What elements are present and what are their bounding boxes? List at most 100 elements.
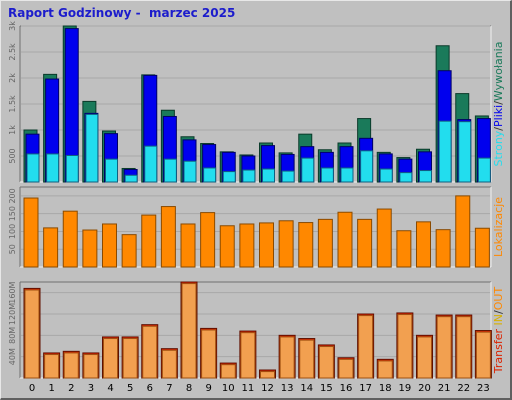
bar-locations [337, 211, 353, 268]
xtick-label: 16 [340, 383, 353, 394]
xtick-label: 23 [477, 383, 490, 394]
bar-transfer-inner [201, 329, 217, 379]
xtick-label: 19 [399, 383, 412, 394]
bar-locations [298, 222, 314, 268]
panel3-ytick-label: 120M [8, 303, 17, 325]
bar-pages [320, 167, 334, 183]
bar-transfer-inner [417, 336, 432, 379]
bar-locations [416, 221, 431, 268]
bar-locations [278, 220, 294, 268]
bar-locations [23, 197, 39, 268]
xtick-label: 1 [48, 383, 54, 394]
bar-pages [144, 145, 158, 183]
panel3-ylabel-part: IN [492, 314, 505, 329]
bar-pages [301, 157, 315, 183]
bar-locations [43, 227, 59, 268]
bar-pages [85, 113, 99, 183]
bar-pages [340, 167, 354, 183]
bar-transfer-inner [220, 364, 236, 379]
panel2-ylabel: Lokalizacje [492, 197, 505, 257]
bar-transfer-inner [377, 360, 393, 379]
xtick-label: 13 [281, 383, 294, 394]
panel2-ytick-label: 200 [8, 188, 17, 203]
bar-transfer-inner [24, 289, 40, 379]
panel3-ytick-label: 40M [8, 348, 17, 365]
panel1-ytick-label: 2k [8, 73, 17, 83]
panel-locations [20, 187, 491, 267]
bar-locations [62, 210, 78, 268]
bar-transfer-inner [83, 354, 99, 379]
xtick-label: 9 [205, 383, 211, 394]
bar-transfer-inner [260, 371, 275, 379]
bar-transfer-inner [299, 339, 315, 379]
panel2-ytick-label: 50 [8, 244, 17, 254]
bar-transfer-inner [318, 346, 334, 379]
bar-transfer-inner [181, 283, 197, 379]
bar-transfer-inner [397, 314, 413, 379]
bar-transfer-inner [456, 316, 472, 379]
xtick-label: 21 [438, 383, 451, 394]
xtick-label: 3 [88, 383, 94, 394]
bar-pages [222, 171, 236, 183]
panel3-ytick-label: 80M [8, 327, 17, 344]
bar-pages [281, 170, 295, 183]
bar-locations [435, 229, 451, 268]
xtick-label: 5 [127, 383, 133, 394]
bar-pages [438, 120, 452, 183]
bar-transfer-inner [475, 331, 491, 379]
panel1-ytick-label: 1.5k [8, 95, 17, 113]
bar-locations [474, 227, 490, 268]
bar-transfer-inner [142, 325, 158, 379]
bar-locations [259, 222, 274, 268]
panel1-ylabel-part: Strony [492, 130, 505, 166]
panel1-ytick-label: 500 [8, 148, 17, 163]
bar-locations [121, 234, 137, 268]
bar-locations [160, 206, 176, 268]
bar-pages [183, 160, 197, 183]
bar-locations [317, 218, 333, 268]
panel3-ylabel-part: / [492, 310, 505, 314]
panel1-ytick-label: 2.5k [8, 43, 17, 61]
panel3-ylabel-part: Transfer [492, 328, 505, 374]
xtick-label: 0 [29, 383, 35, 394]
bar-pages [203, 167, 217, 183]
bar-pages [124, 174, 138, 183]
bar-locations [357, 218, 373, 268]
panel2-ytick-label: 100 [8, 224, 17, 239]
bar-pages [65, 154, 79, 183]
bar-transfer-inner [63, 352, 79, 379]
bar-locations [141, 214, 157, 268]
xtick-label: 10 [222, 383, 235, 394]
bar-pages [105, 158, 118, 183]
bar-locations [455, 195, 471, 268]
panel2-ytick-label: 150 [8, 206, 17, 221]
xtick-label: 8 [186, 383, 192, 394]
bar-pages [262, 168, 275, 183]
panel1-ylabel-part: / [492, 127, 505, 131]
bar-pages [360, 150, 374, 183]
panel1-ytick-label: 3k [8, 21, 17, 31]
xtick-label: 14 [300, 383, 313, 394]
xtick-label: 4 [107, 383, 113, 394]
panel1-ytick-label: 1k [8, 125, 17, 135]
panel1-ylabel-part: Pliki [492, 105, 505, 127]
xtick-label: 20 [418, 383, 431, 394]
xtick-label: 17 [359, 383, 372, 394]
bar-transfer-inner [358, 315, 374, 379]
bar-locations [396, 230, 412, 268]
bar-locations [239, 223, 255, 268]
bar-transfer-inner [161, 349, 177, 379]
xtick-label: 15 [320, 383, 333, 394]
xtick-label: 18 [379, 383, 392, 394]
xtick-label: 7 [166, 383, 172, 394]
bar-transfer-inner [103, 338, 118, 379]
bar-locations [200, 212, 216, 268]
panel1-ylabel-part: Wywołania [492, 42, 505, 102]
bar-pages [477, 157, 491, 183]
panel3-ylabel: Transfer IN/OUT [492, 287, 505, 375]
bar-transfer-inner [240, 332, 256, 379]
bar-locations [82, 229, 98, 268]
bar-transfer-inner [122, 338, 138, 379]
bar-transfer-inner [338, 358, 354, 379]
